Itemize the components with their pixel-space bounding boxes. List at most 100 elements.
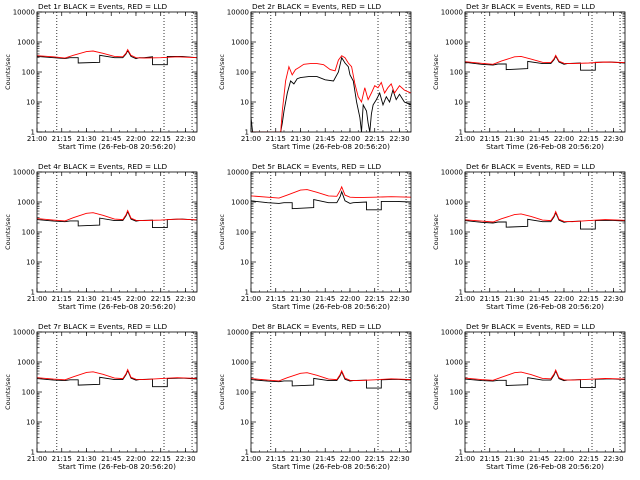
x-tick-label: 22:30 [175,455,195,463]
plot-frame [36,171,198,293]
x-tick-label: 22:30 [389,135,409,143]
y-tick-label: 1 [245,449,249,457]
plot-frame [464,171,626,293]
y-tick-label: 100 [450,229,463,237]
x-tick-label: 21:45 [529,455,549,463]
x-axis-label: Start Time (26-Feb-08 20:56:20) [58,142,176,151]
lld-series-line [251,185,411,199]
plot-frame [464,331,626,453]
events-series-line [465,211,625,230]
x-tick-label: 21:45 [529,295,549,303]
x-tick-label: 21:15 [52,295,72,303]
y-tick-label: 10 [26,259,35,267]
y-axis-label: Counts/sec [4,54,12,90]
x-tick-label: 22:30 [603,455,623,463]
x-tick-label: 22:30 [389,455,409,463]
x-tick-label: 22:15 [579,135,599,143]
x-tick-label: 21:00 [241,295,261,303]
chart-title: Det 1r BLACK = Events, RED = LLD [38,2,168,11]
x-tick-label: 22:30 [175,295,195,303]
y-axis-label: Counts/sec [4,374,12,410]
x-tick-label: 22:15 [151,295,171,303]
y-tick-label: 1000 [17,199,35,207]
x-tick-label: 21:00 [455,295,475,303]
y-tick-label: 100 [22,389,35,397]
x-tick-label: 22:30 [389,295,409,303]
y-tick-label: 10000 [13,329,35,337]
x-tick-label: 21:15 [52,135,72,143]
x-tick-label: 21:30 [76,455,96,463]
x-tick-label: 22:00 [340,135,360,143]
x-axis-label: Start Time (26-Feb-08 20:56:20) [486,462,604,471]
y-tick-label: 10000 [227,329,249,337]
x-axis-label: Start Time (26-Feb-08 20:56:20) [486,142,604,151]
y-axis-label: Counts/sec [4,214,12,250]
x-tick-label: 21:00 [27,455,47,463]
x-tick-label: 21:30 [290,295,310,303]
y-tick-label: 100 [22,229,35,237]
chart-panel-6: Det 6r BLACK = Events, RED = LLD 1 10 100 10… [432,162,626,311]
y-tick-label: 100 [236,389,249,397]
lld-series-line [37,368,197,381]
y-axis-label: Counts/sec [432,214,440,250]
y-tick-label: 100 [450,389,463,397]
events-series-line [465,369,625,389]
chart-title: Det 4r BLACK = Events, RED = LLD [38,162,168,171]
x-tick-label: 21:45 [529,135,549,143]
chart-panel-9: Det 9r BLACK = Events, RED = LLD 1 10 100 10… [432,322,626,471]
chart-title: Det 5r BLACK = Events, RED = LLD [252,162,382,171]
chart-panel-5: Det 5r BLACK = Events, RED = LLD 1 10 100 10… [218,162,412,311]
x-tick-label: 21:00 [241,135,261,143]
x-tick-label: 21:30 [504,455,524,463]
x-tick-label: 22:00 [126,295,146,303]
chart-title: Det 7r BLACK = Events, RED = LLD [38,322,168,331]
y-tick-label: 100 [236,69,249,77]
y-tick-label: 10 [240,419,249,427]
x-tick-label: 22:15 [151,455,171,463]
x-axis-label: Start Time (26-Feb-08 20:56:20) [272,302,390,311]
x-tick-label: 21:30 [76,295,96,303]
x-tick-label: 22:00 [554,295,574,303]
y-tick-label: 100 [236,229,249,237]
events-series-line [37,369,197,388]
y-tick-label: 1 [459,289,463,297]
chart-panel-3: Det 3r BLACK = Events, RED = LLD 1 10 100 10… [432,2,626,151]
y-tick-label: 1000 [231,199,249,207]
y-tick-label: 100 [22,69,35,77]
y-tick-label: 10000 [227,9,249,17]
lld-series-line [465,210,625,223]
y-tick-label: 1 [31,129,35,137]
x-tick-label: 21:00 [27,295,47,303]
plot-frame [250,331,412,453]
plot-frame [250,11,412,133]
x-tick-label: 22:15 [365,135,385,143]
y-tick-label: 1 [245,129,249,137]
x-tick-label: 21:15 [480,295,500,303]
y-tick-label: 10 [454,259,463,267]
x-tick-label: 22:00 [340,455,360,463]
y-axis-label: Counts/sec [432,54,440,90]
y-axis-label: Counts/sec [218,214,226,250]
x-tick-label: 22:15 [151,135,171,143]
x-tick-label: 21:45 [315,135,335,143]
x-tick-label: 22:15 [365,455,385,463]
x-tick-label: 21:15 [52,455,72,463]
y-tick-label: 10 [240,99,249,107]
plot-frame [36,331,198,453]
x-tick-label: 22:30 [603,295,623,303]
x-tick-label: 21:30 [504,295,524,303]
chart-title: Det 3r BLACK = Events, RED = LLD [466,2,596,11]
lld-series-line [465,54,625,65]
x-tick-label: 22:00 [554,135,574,143]
x-tick-label: 21:45 [101,135,121,143]
y-tick-label: 10000 [13,9,35,17]
lld-series-line [37,209,197,222]
y-tick-label: 1000 [231,359,249,367]
x-tick-label: 22:00 [126,135,146,143]
y-tick-label: 1 [31,449,35,457]
chart-title: Det 9r BLACK = Events, RED = LLD [466,322,596,331]
x-tick-label: 21:30 [76,135,96,143]
chart-panel-1: Det 1r BLACK = Events, RED = LLD 1 10 100 10… [4,2,198,151]
events-series-line [251,370,411,389]
